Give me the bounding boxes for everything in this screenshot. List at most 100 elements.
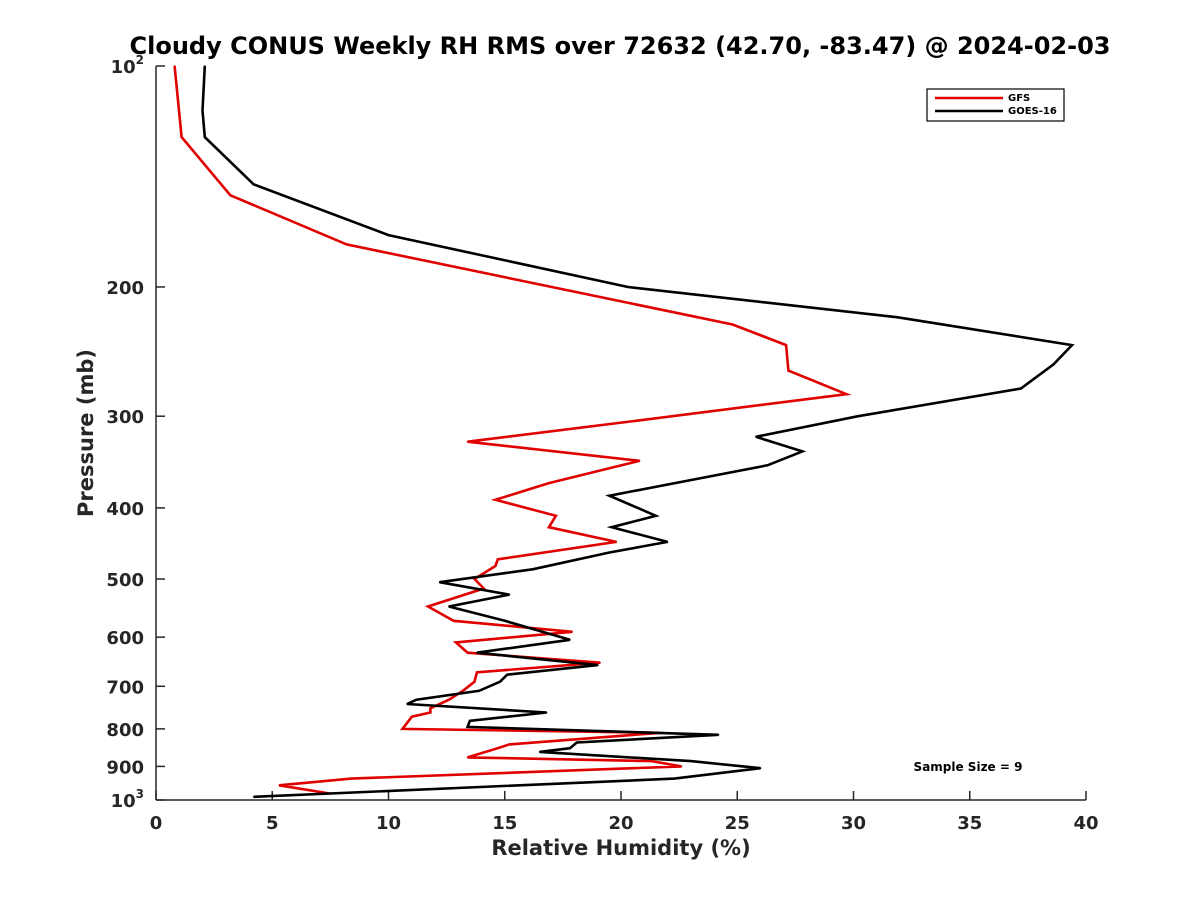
- x-tick-label: 40: [1073, 813, 1098, 834]
- x-axis-label: Relative Humidity (%): [491, 836, 750, 860]
- data-point-gfs: [427, 605, 429, 608]
- data-point-goes-16: [801, 450, 804, 453]
- data-point-goes-16: [476, 651, 478, 654]
- data-point-goes-16: [896, 316, 899, 319]
- data-point-gfs: [845, 393, 848, 396]
- data-point-gfs: [555, 515, 557, 517]
- data-point-goes-16: [204, 65, 206, 67]
- data-point-gfs: [429, 711, 432, 714]
- data-point-gfs: [180, 136, 183, 138]
- data-point-gfs: [476, 671, 478, 674]
- data-point-goes-16: [531, 568, 534, 571]
- data-point-gfs: [448, 698, 450, 701]
- data-point-goes-16: [406, 703, 408, 705]
- data-point-gfs: [548, 482, 550, 484]
- data-point-gfs: [629, 420, 632, 423]
- data-point-gfs: [401, 728, 404, 730]
- data-point-goes-16: [673, 777, 676, 780]
- data-point-goes-16: [448, 605, 450, 608]
- data-point-goes-16: [538, 751, 541, 753]
- data-point-goes-16: [545, 711, 548, 714]
- data-point-gfs: [497, 747, 499, 749]
- data-point-goes-16: [415, 698, 418, 701]
- data-point-goes-16: [755, 436, 757, 438]
- data-point-gfs: [345, 243, 348, 246]
- x-tick-label: 15: [492, 813, 517, 834]
- y-tick-base: 10: [111, 57, 136, 78]
- x-tick-label: 30: [841, 813, 866, 834]
- x-tick-label: 0: [150, 813, 163, 834]
- y-tick-label: 400: [106, 499, 144, 520]
- data-point-goes-16: [252, 183, 255, 186]
- y-tick-label: 300: [106, 407, 144, 428]
- y-tick-exponent: 2: [136, 53, 144, 67]
- data-point-goes-16: [766, 464, 769, 467]
- data-point-gfs: [615, 541, 618, 543]
- data-point-gfs: [173, 65, 176, 67]
- y-tick-label: 102: [111, 53, 144, 78]
- chart-title: Cloudy CONUS Weekly RH RMS over 72632 (4…: [130, 32, 1111, 60]
- data-point-gfs: [680, 765, 683, 768]
- data-point-goes-16: [608, 494, 611, 497]
- series-line-gfs: [173, 65, 852, 795]
- data-point-goes-16: [569, 639, 571, 641]
- data-point-gfs: [452, 620, 455, 622]
- data-point-goes-16: [504, 620, 506, 622]
- legend-label-goes: GOES-16: [1008, 106, 1057, 117]
- plot-axes: 0 5 10 15 20 25 30 35 40102200300400500600700800…: [106, 53, 1098, 834]
- data-point-gfs: [508, 743, 511, 746]
- data-point-goes-16: [478, 690, 481, 692]
- data-point-gfs: [466, 651, 469, 654]
- x-tick-label: 35: [957, 813, 982, 834]
- data-point-gfs: [455, 641, 457, 644]
- data-point-goes-16: [576, 741, 578, 744]
- y-tick-label: 103: [111, 787, 144, 812]
- data-point-goes-16: [204, 136, 206, 138]
- data-point-gfs: [650, 760, 652, 762]
- data-point-gfs: [599, 661, 601, 664]
- y-tick-label: 600: [106, 628, 144, 649]
- data-point-gfs: [466, 440, 469, 443]
- y-tick-exponent: 3: [136, 787, 144, 801]
- data-point-gfs: [548, 526, 550, 528]
- x-tick-label: 10: [376, 813, 401, 834]
- data-point-gfs: [497, 558, 499, 561]
- data-point-goes-16: [506, 673, 508, 676]
- legend-label-gfs: GFS: [1008, 93, 1030, 104]
- chart-legend: GFS GOES-16: [926, 88, 1065, 122]
- data-point-gfs: [638, 460, 641, 462]
- data-point-gfs: [494, 565, 497, 567]
- x-tick-label: 25: [725, 813, 750, 834]
- data-point-goes-16: [1020, 387, 1022, 390]
- x-tick-label: 20: [608, 813, 633, 834]
- data-point-gfs: [411, 715, 413, 718]
- x-tick-label: 5: [266, 813, 279, 834]
- data-point-goes-16: [690, 760, 692, 762]
- data-point-goes-16: [438, 581, 441, 583]
- data-point-goes-16: [717, 734, 720, 736]
- data-point-gfs: [571, 631, 573, 633]
- data-point-gfs: [350, 777, 353, 780]
- data-point-goes-16: [627, 286, 629, 288]
- data-point-gfs: [731, 323, 734, 326]
- data-point-goes-16: [252, 796, 255, 798]
- plot-series: [173, 65, 1075, 799]
- data-point-goes-16: [666, 541, 669, 543]
- data-point-goes-16: [1071, 344, 1073, 346]
- data-point-gfs: [494, 499, 497, 501]
- data-point-goes-16: [1052, 363, 1055, 366]
- y-tick-label: 900: [106, 757, 144, 778]
- data-point-goes-16: [857, 415, 859, 418]
- y-tick-label: 700: [106, 677, 144, 698]
- y-tick-base: 10: [111, 791, 136, 812]
- data-point-gfs: [787, 369, 790, 372]
- data-point-gfs: [473, 680, 476, 683]
- sample-size-annotation: Sample Size = 9: [914, 760, 1023, 774]
- data-point-gfs: [278, 784, 281, 787]
- data-point-goes-16: [655, 515, 657, 517]
- data-point-goes-16: [569, 747, 571, 749]
- data-point-goes-16: [469, 720, 471, 722]
- y-axis-label: Pressure (mb): [74, 349, 98, 517]
- data-point-goes-16: [597, 664, 599, 666]
